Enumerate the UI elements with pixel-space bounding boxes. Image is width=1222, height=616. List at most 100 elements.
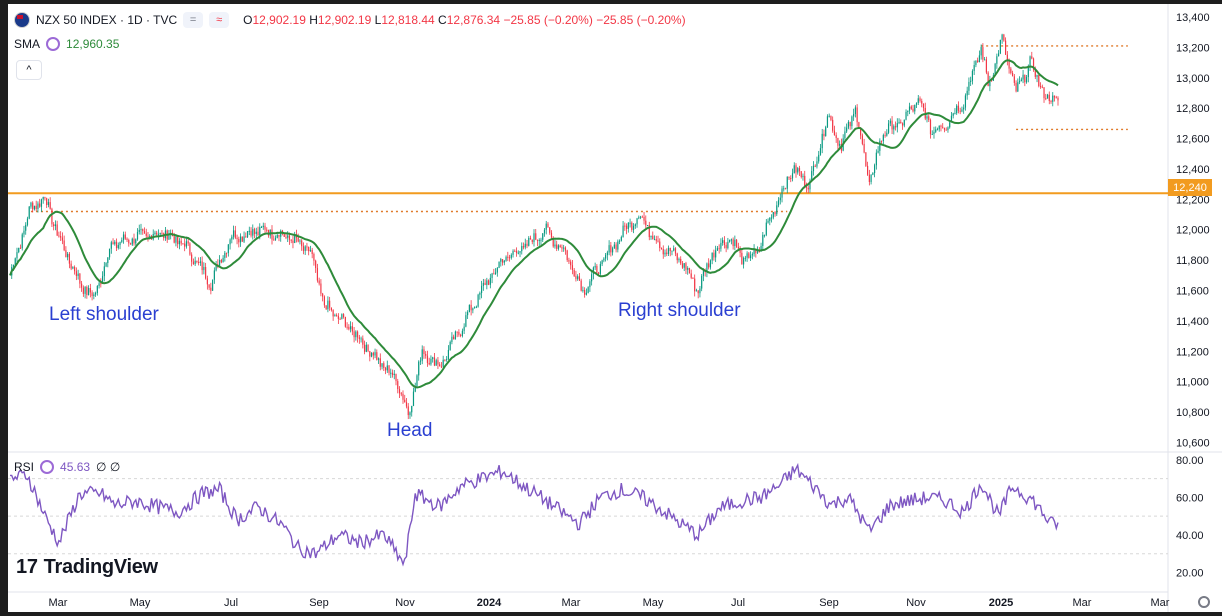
candle-body — [356, 331, 359, 338]
candle-body — [573, 269, 575, 277]
candle-body — [987, 72, 989, 87]
tradingview-logo[interactable]: 17 TradingView — [16, 556, 158, 579]
candle-body — [430, 358, 432, 365]
wave-icon[interactable]: ≈ — [209, 12, 230, 28]
candle-body — [830, 115, 832, 120]
candle-body — [276, 234, 278, 238]
candle-body — [639, 216, 642, 218]
candle-body — [571, 265, 574, 270]
indicator-cycle-icon[interactable] — [46, 37, 61, 51]
candle-body — [617, 241, 619, 250]
candle-body — [744, 257, 746, 259]
candle-body — [685, 263, 687, 270]
candle-body — [1008, 60, 1010, 69]
candle-body — [463, 326, 465, 331]
candle-body — [603, 258, 605, 261]
sma-legend[interactable]: SMA 12,960.35 — [14, 37, 119, 51]
candle-body — [863, 143, 865, 153]
candle-body — [669, 247, 671, 251]
compare-icon[interactable]: = — [183, 12, 204, 28]
candle-body — [963, 107, 965, 110]
candle-body — [956, 105, 958, 114]
candle-body — [290, 239, 292, 241]
candle-body — [206, 278, 208, 285]
candle-body — [776, 205, 778, 215]
candle-body — [467, 312, 469, 316]
candle-body — [124, 234, 126, 239]
candle-body — [893, 126, 895, 130]
candle-body — [154, 232, 156, 235]
candle-body — [795, 165, 797, 173]
candle-body — [540, 239, 542, 241]
candle-body — [75, 271, 77, 276]
symbol-legend: NZX 50 INDEX · 1D · TVC = ≈ O12,902.19 H… — [14, 12, 686, 28]
candle-body — [508, 257, 511, 259]
candle-body — [461, 330, 463, 336]
candle-body — [716, 248, 718, 251]
candle-body — [715, 250, 717, 258]
candle-body — [468, 304, 470, 313]
candle-body — [61, 237, 63, 241]
candle-body — [741, 252, 743, 265]
sma-line — [9, 59, 1059, 389]
candle-body — [1022, 74, 1024, 80]
candle-body — [339, 318, 341, 320]
candle-body — [929, 119, 932, 135]
tv-mark-icon: 17 — [16, 556, 38, 578]
candle-body — [1053, 95, 1056, 98]
candle-body — [636, 218, 638, 225]
candle-body — [846, 127, 848, 132]
candle-body — [311, 249, 313, 254]
candle-body — [914, 104, 916, 112]
x-tick-label: Mar — [562, 597, 581, 609]
candle-body — [849, 121, 851, 127]
candle-body — [88, 288, 90, 296]
candle-body — [882, 135, 884, 141]
candle-body — [591, 274, 593, 282]
candle-body — [854, 107, 856, 114]
candle-body — [84, 286, 86, 294]
candle-body — [210, 287, 212, 291]
candle-body — [283, 233, 285, 237]
candle-body — [860, 128, 862, 136]
candle-body — [294, 234, 296, 243]
candle-body — [739, 248, 741, 253]
candle-body — [19, 247, 22, 249]
candle-body — [470, 304, 472, 311]
rsi-cycle-icon[interactable] — [40, 460, 55, 474]
candle-body — [440, 366, 443, 368]
candle-body — [491, 273, 493, 278]
candle-body — [760, 245, 762, 252]
candle-body — [173, 236, 175, 243]
candle-body — [220, 260, 222, 263]
candle-body — [16, 252, 18, 259]
candle-body — [110, 242, 112, 249]
symbol-title[interactable]: NZX 50 INDEX · 1D · TVC — [36, 13, 178, 27]
candle-body — [660, 247, 663, 250]
y-tick-label: 12,200 — [1176, 194, 1210, 206]
candle-body — [961, 109, 963, 112]
gear-icon[interactable] — [1198, 596, 1210, 608]
candle-body — [315, 260, 317, 268]
rsi-legend[interactable]: RSI 45.63 ∅ ∅ — [14, 460, 120, 474]
candle-body — [1045, 98, 1047, 100]
collapse-legend-button[interactable]: ^ — [16, 60, 42, 80]
candle-body — [115, 241, 118, 249]
candle-body — [905, 111, 907, 120]
candle-body — [309, 249, 312, 252]
nz-flag-icon — [14, 12, 30, 28]
level-price-tag[interactable]: 12,240 — [1168, 179, 1212, 196]
candle-body — [756, 251, 759, 253]
candle-body — [985, 59, 987, 73]
candle-body — [18, 247, 20, 253]
candle-body — [564, 247, 567, 251]
candle-body — [205, 266, 207, 279]
candle-body — [1015, 82, 1017, 92]
candle-body — [688, 268, 691, 274]
candle-body — [634, 224, 636, 226]
candle-body — [1017, 82, 1019, 92]
candle-body — [388, 365, 390, 373]
x-tick-label: Mar — [1151, 597, 1170, 609]
candle-body — [936, 129, 939, 131]
